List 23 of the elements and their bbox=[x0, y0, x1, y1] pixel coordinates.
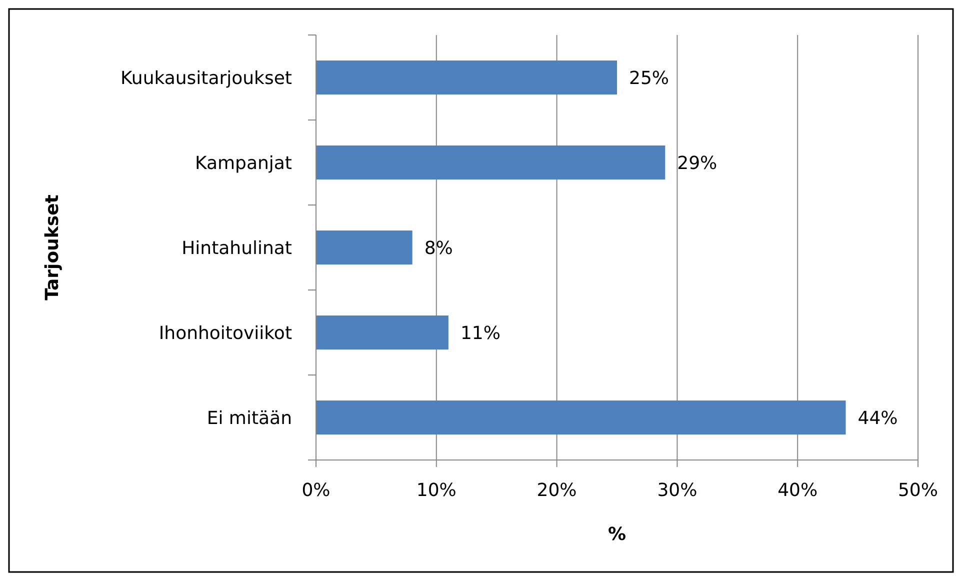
data-label: 11% bbox=[460, 322, 500, 344]
y-axis-title: Tarjoukset bbox=[42, 194, 63, 300]
x-tick-label: 0% bbox=[302, 480, 330, 501]
y-tick-label: Kampanjat bbox=[194, 152, 292, 174]
x-tick-label: 40% bbox=[778, 480, 818, 501]
y-tick-label: Kuukausitarjoukset bbox=[120, 68, 292, 89]
data-label: 44% bbox=[858, 408, 898, 429]
bar bbox=[316, 146, 666, 180]
x-tick-label: 50% bbox=[898, 480, 938, 501]
bar bbox=[316, 60, 617, 94]
y-tick-label: Ihonhoitoviikot bbox=[158, 322, 292, 344]
data-label: 25% bbox=[629, 68, 670, 89]
bar bbox=[316, 230, 412, 264]
y-tick-label: Hintahulinat bbox=[182, 238, 292, 259]
data-label: 29% bbox=[677, 152, 718, 174]
data-label: 8% bbox=[424, 238, 453, 259]
x-tick-label: 30% bbox=[657, 480, 698, 501]
bar bbox=[316, 400, 846, 434]
x-tick-label: 20% bbox=[536, 480, 577, 501]
bar bbox=[316, 316, 448, 350]
x-axis-title: % bbox=[608, 524, 626, 545]
x-tick-label: 10% bbox=[416, 480, 456, 501]
y-tick-label: Ei mitään bbox=[206, 408, 292, 429]
